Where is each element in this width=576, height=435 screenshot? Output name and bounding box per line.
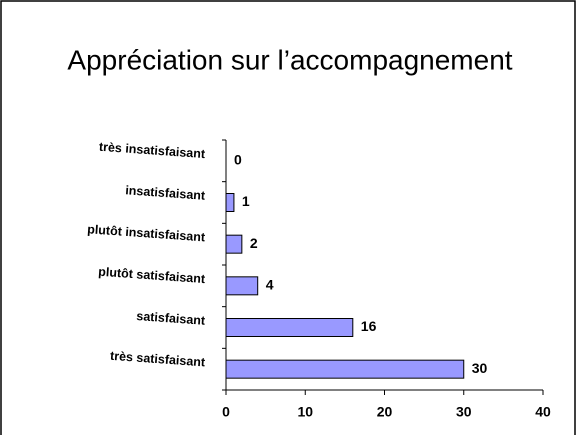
value-label: 2 [250,235,258,251]
bar [225,193,235,212]
y-tick-label: satisfaisant [136,309,206,328]
bar [225,234,243,254]
bar [225,318,354,337]
bar [225,359,465,379]
chart-title: Appréciation sur l’accompagnement [67,44,512,75]
value-label: 1 [242,193,250,209]
y-tick-label: insatisfaisant [125,183,207,203]
y-tick-label: très satisfaisant [110,349,207,370]
bar [225,276,259,296]
value-label: 16 [361,318,377,334]
x-tick-label: 30 [456,404,472,420]
value-label: 30 [472,360,488,376]
x-tick-label: 40 [535,404,551,420]
value-label: 4 [266,277,274,293]
x-tick-label: 10 [297,404,313,420]
value-label: 0 [234,152,242,168]
x-tick-label: 0 [222,404,230,420]
x-tick-label: 20 [377,404,393,420]
